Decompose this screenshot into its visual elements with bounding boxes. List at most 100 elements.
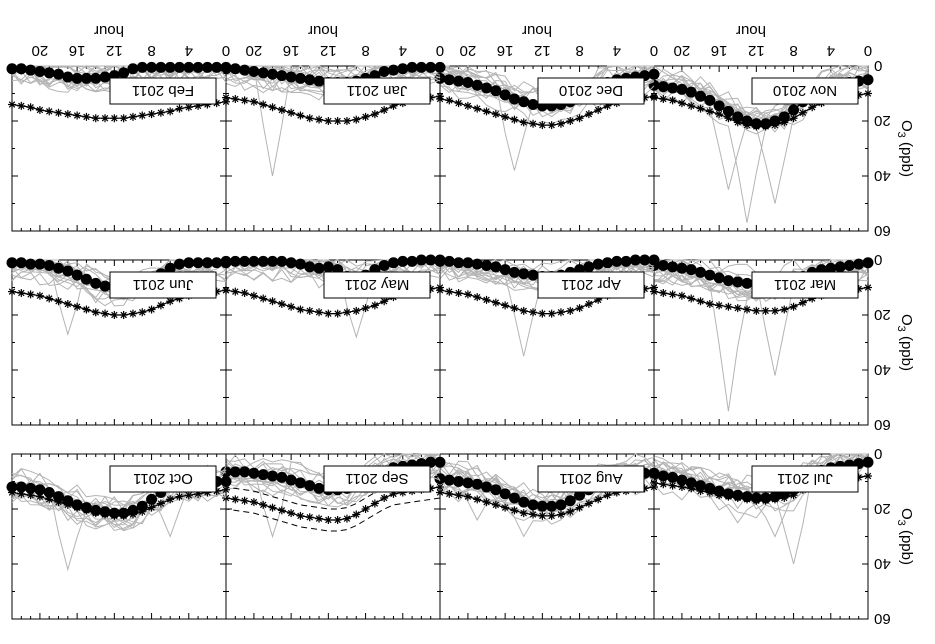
panel-label: Aug 2011 [559, 470, 622, 487]
mean-point [741, 491, 753, 503]
modeled-point-stroke [36, 106, 44, 114]
modeled-point [156, 499, 165, 508]
modeled-point-stroke [473, 496, 481, 503]
y-tick-label: 0 [874, 251, 882, 268]
modeled-point-stroke [520, 509, 527, 517]
y-axis-title-unit: (ppb) [898, 526, 915, 565]
modeled-point [677, 99, 686, 108]
mean-point [155, 61, 167, 73]
modeled-point [696, 104, 705, 113]
mean-point [378, 260, 390, 271]
modeled-point [222, 286, 230, 295]
modeled-point-stroke [8, 101, 16, 108]
modeled-point [650, 483, 658, 491]
modeled-point-stroke [64, 300, 72, 308]
mean-point [704, 482, 716, 494]
modeled-point [138, 111, 147, 120]
modeled-point [231, 287, 240, 296]
modeled-point [705, 300, 714, 308]
mean-point [239, 255, 251, 267]
mean-point [136, 500, 148, 512]
modeled-point [519, 509, 528, 518]
modeled-point [445, 96, 454, 105]
modeled-point-stroke [576, 115, 583, 122]
modeled-point [733, 304, 742, 313]
modeled-point [370, 301, 379, 310]
mean-point [425, 254, 437, 266]
x-tick-label: 0 [222, 42, 230, 59]
y-axis-title-main: O [898, 508, 915, 520]
modeled-point [101, 309, 110, 318]
y-tick-label: 20 [874, 306, 891, 323]
modeled-point [222, 485, 230, 494]
modeled-point-stroke [520, 307, 527, 315]
modeled-point-stroke [55, 109, 62, 116]
modeled-point [296, 511, 305, 520]
modeled-point [175, 104, 184, 113]
modeled-point-stroke [483, 296, 490, 304]
mean-point [676, 474, 688, 486]
mean-point [667, 261, 679, 273]
mean-point [248, 255, 260, 267]
modeled-point [529, 119, 538, 128]
modeled-point-stroke [278, 300, 286, 308]
modeled-point-stroke [166, 496, 174, 503]
modeled-point-stroke [539, 121, 546, 129]
y-axis-title-sub: 3 [895, 132, 907, 138]
panel-4: Mar 2011 0 20 40 60 O3 (ppb) [648, 251, 915, 433]
modeled-point-stroke [697, 105, 704, 112]
modeled-point-stroke [464, 102, 472, 110]
mean-point [425, 456, 437, 468]
modeled-point-stroke [334, 310, 341, 317]
mean-point [285, 474, 297, 486]
panel-1: Aug 2011 [434, 453, 660, 620]
x-tick-label: 4 [399, 42, 407, 59]
mean-point [183, 257, 195, 269]
mean-point [136, 61, 148, 73]
mean-point [695, 90, 707, 102]
modeled-point-stroke [557, 511, 565, 518]
modeled-point [547, 121, 556, 130]
modeled-point-stroke [678, 99, 686, 107]
mean-point [434, 61, 446, 73]
modeled-point [584, 110, 593, 119]
modeled-point [352, 510, 361, 519]
modeled-point [119, 114, 128, 123]
modeled-point-stroke [687, 102, 695, 110]
modeled-point-stroke [669, 97, 676, 104]
mean-point [750, 118, 762, 130]
modeled-point [575, 304, 584, 313]
mean-point [648, 254, 660, 266]
mean-point [648, 68, 660, 80]
mean-point [713, 100, 725, 112]
modeled-point-stroke [799, 299, 807, 306]
mean-point [164, 262, 176, 274]
daily-profile-line [653, 65, 868, 117]
modeled-point-stroke [529, 511, 537, 518]
modeled-point-stroke [325, 117, 332, 125]
modeled-point-stroke [715, 302, 723, 309]
modeled-point-stroke [380, 106, 388, 114]
mean-point [732, 111, 744, 123]
y-tick-label: 20 [874, 112, 891, 129]
modeled-point-stroke [529, 120, 537, 127]
modeled-point-stroke [73, 303, 81, 310]
mean-point [248, 467, 260, 479]
mean-point [788, 104, 800, 116]
modeled-point-stroke [539, 310, 546, 317]
modeled-point [231, 495, 240, 504]
modeled-point-stroke [455, 492, 462, 499]
modeled-point [473, 495, 482, 504]
daily-profile-line [653, 71, 869, 124]
mean-point [722, 488, 734, 500]
modeled-point [277, 300, 286, 308]
mean-point [267, 470, 279, 482]
y-axis-title-main: O [898, 314, 915, 326]
modeled-point-stroke [455, 289, 462, 297]
modeled-point [147, 110, 156, 119]
mean-point [239, 466, 251, 478]
modeled-point [603, 491, 612, 500]
modeled-point [808, 103, 817, 112]
mean-point [667, 82, 679, 94]
modeled-point-stroke [380, 494, 388, 502]
